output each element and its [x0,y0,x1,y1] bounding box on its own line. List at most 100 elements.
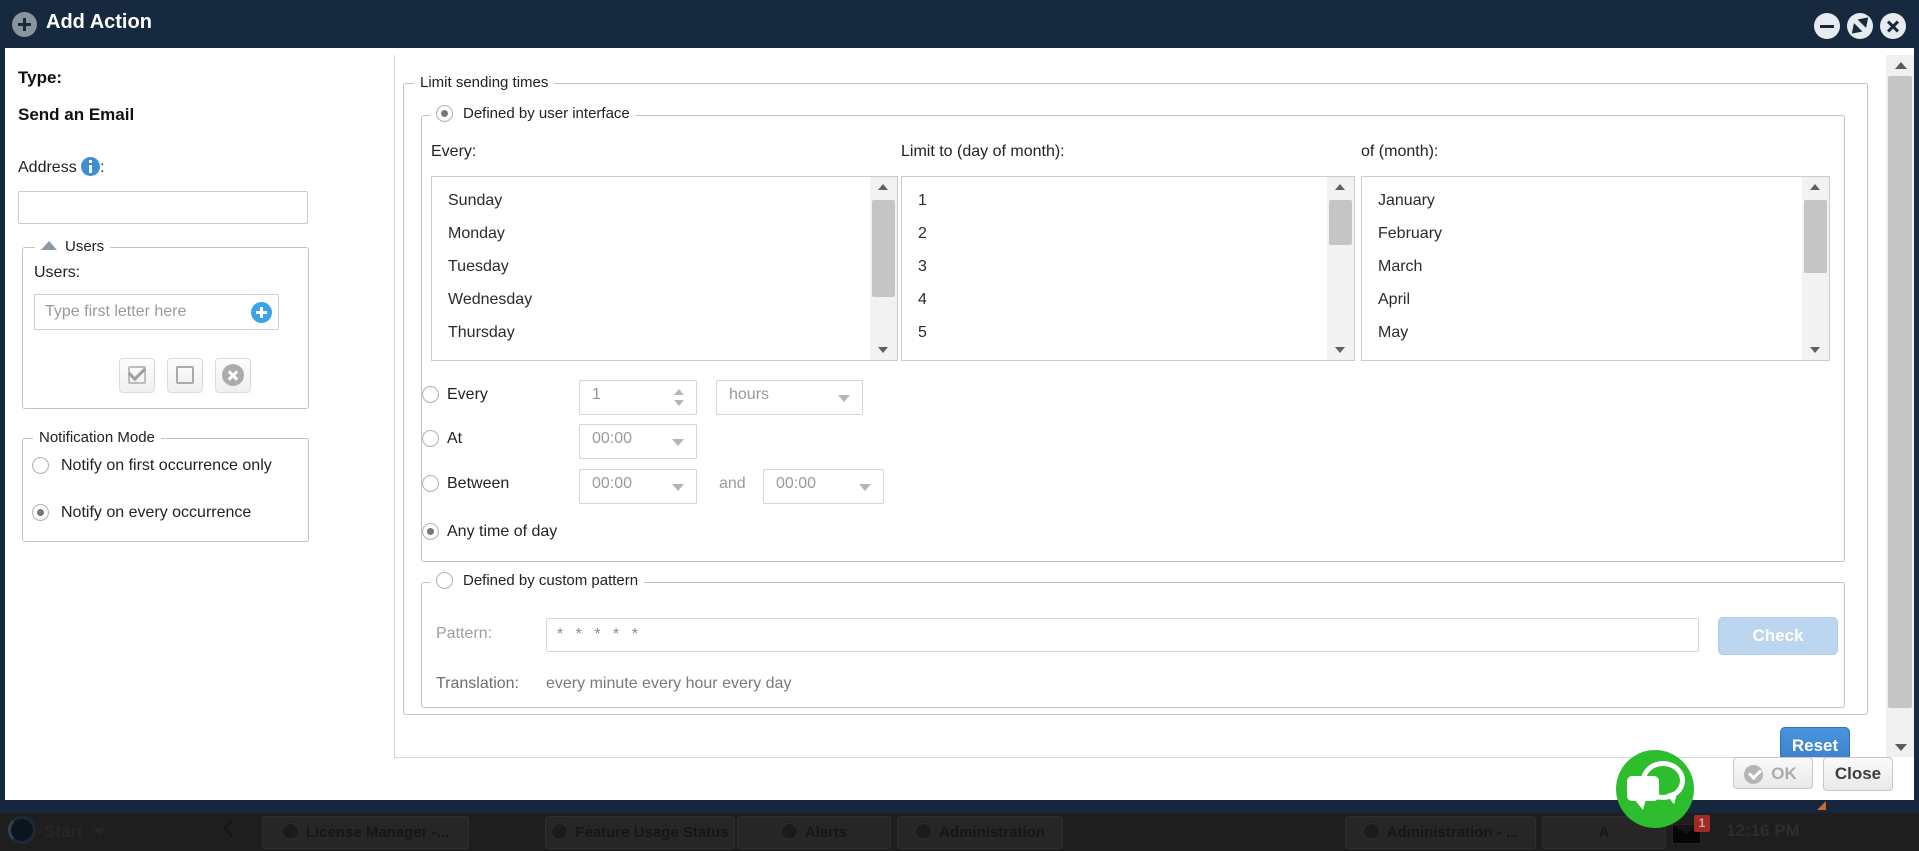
interval-value-spinner[interactable]: 1 [579,380,697,415]
defined-by-pattern-radio[interactable] [436,572,453,589]
month-column-header: of (month): [1361,143,1439,160]
list-item[interactable]: 1 [918,192,927,209]
ok-button[interactable]: OK [1733,757,1813,789]
taskbar-item-license-manager[interactable]: License Manager -... [262,816,469,849]
scroll-up-icon[interactable] [1886,55,1914,75]
list-item[interactable]: February [1378,225,1443,242]
close-button[interactable]: Close [1823,757,1893,791]
pattern-input[interactable] [546,618,1699,652]
between-radio[interactable] [422,475,439,492]
spinner-up-icon[interactable] [674,389,684,395]
day-column-header: Limit to (day of month): [901,143,1065,160]
address-label: Address : [18,157,105,176]
chevron-left-icon[interactable] [222,819,241,838]
between-from-dropdown[interactable]: 00:00 [579,469,697,504]
list-item[interactable]: Sunday [448,192,503,209]
taskbar-item-alerts[interactable]: Alerts [737,816,891,849]
scroll-up-icon[interactable] [1327,177,1354,197]
window-icon [915,823,933,840]
scroll-down-icon[interactable] [1886,737,1914,757]
list-item[interactable]: 5 [918,324,927,341]
weekday-scrollbar[interactable] [870,177,897,360]
check-button[interactable]: Check [1718,617,1838,655]
users-groupbox: Users Users: [22,238,309,409]
list-item[interactable]: Monday [448,225,505,242]
restore-icon[interactable] [1847,13,1873,39]
at-time-radio[interactable] [422,430,439,447]
day-of-month-listbox[interactable]: 1 2 3 4 5 [901,176,1355,361]
chevron-down-icon [672,439,684,446]
list-item[interactable]: May [1378,324,1409,341]
main-scrollbar[interactable] [1886,55,1914,757]
notify-first-label[interactable]: Notify on first occurrence only [61,457,272,474]
any-time-label[interactable]: Any time of day [447,523,558,540]
list-item[interactable]: 2 [918,225,927,242]
list-item[interactable]: April [1378,291,1411,308]
translation-label: Translation: [436,675,519,692]
scrollbar-thumb[interactable] [1329,200,1352,245]
list-item[interactable]: 3 [918,258,927,275]
at-time-dropdown[interactable]: 00:00 [579,424,697,459]
scroll-up-icon[interactable] [870,177,897,197]
select-all-button[interactable] [119,358,155,393]
limit-scroll-panel: Limit sending times Defined by user inte… [394,55,1884,758]
notification-mode-legend: Notification Mode [33,429,161,446]
defined-by-ui-radio[interactable] [436,105,453,122]
list-item[interactable]: 4 [918,291,927,308]
notify-every-label[interactable]: Notify on every occurrence [61,504,252,521]
scroll-down-icon[interactable] [1802,340,1829,360]
between-to-dropdown[interactable]: 00:00 [763,469,884,504]
list-item[interactable]: January [1378,192,1435,209]
day-scrollbar[interactable] [1327,177,1354,360]
every-interval-label[interactable]: Every [447,386,488,403]
list-item[interactable]: Wednesday [448,291,533,308]
every-interval-radio[interactable] [422,386,439,403]
start-button[interactable]: Start [8,816,105,847]
month-scrollbar[interactable] [1802,177,1829,360]
scrollbar-thumb[interactable] [1804,200,1827,273]
dialog-bottom-border [0,800,1919,813]
window-icon [780,823,798,840]
dialog-body: Type: Send an Email Address : Users User… [5,48,1914,800]
collapse-icon[interactable] [41,241,57,250]
close-window-icon[interactable] [1880,13,1906,39]
scrollbar-thumb[interactable] [872,200,895,297]
interval-unit-dropdown[interactable]: hours [716,380,863,415]
list-item[interactable]: Thursday [448,324,515,341]
user-search-input[interactable] [34,294,279,330]
spinner-down-icon[interactable] [674,400,684,406]
taskbar-item-feature-usage-status[interactable]: Feature Usage Status [545,816,735,849]
scroll-down-icon[interactable] [1327,340,1354,360]
window-icon [281,823,299,840]
taskbar-item-administration[interactable]: Administration [897,816,1063,849]
resize-arrow-icon [1817,801,1826,810]
minimize-icon[interactable] [1814,13,1840,39]
info-icon[interactable] [81,157,101,176]
any-time-radio[interactable] [422,523,439,540]
notification-mode-groupbox: Notification Mode Notify on first occurr… [22,429,309,542]
notify-every-radio[interactable] [32,504,49,521]
address-input[interactable] [18,191,308,224]
chat-icon[interactable] [1616,750,1694,828]
list-item[interactable]: March [1378,258,1423,275]
taskbar-clock: 12:16 PM [1726,821,1800,840]
remove-icon [222,364,244,386]
reset-button[interactable]: Reset [1780,727,1850,757]
start-logo-icon [8,816,36,844]
scroll-down-icon[interactable] [870,340,897,360]
clear-users-button[interactable] [215,358,251,393]
list-item[interactable]: Tuesday [448,258,509,275]
between-label[interactable]: Between [447,475,510,492]
checkbox-checked-icon [128,366,146,384]
notify-first-radio[interactable] [32,457,49,474]
taskbar-item-administration-2[interactable]: Administration - ... [1345,816,1536,849]
ok-check-icon [1744,765,1763,784]
add-user-icon[interactable] [251,302,272,323]
deselect-all-button[interactable] [167,358,203,393]
mail-icon[interactable] [1672,824,1701,844]
weekday-listbox[interactable]: Sunday Monday Tuesday Wednesday Thursday [431,176,898,361]
month-listbox[interactable]: January February March April May [1361,176,1830,361]
at-time-label[interactable]: At [447,430,463,447]
scroll-up-icon[interactable] [1802,177,1829,197]
scrollbar-thumb[interactable] [1888,76,1912,708]
